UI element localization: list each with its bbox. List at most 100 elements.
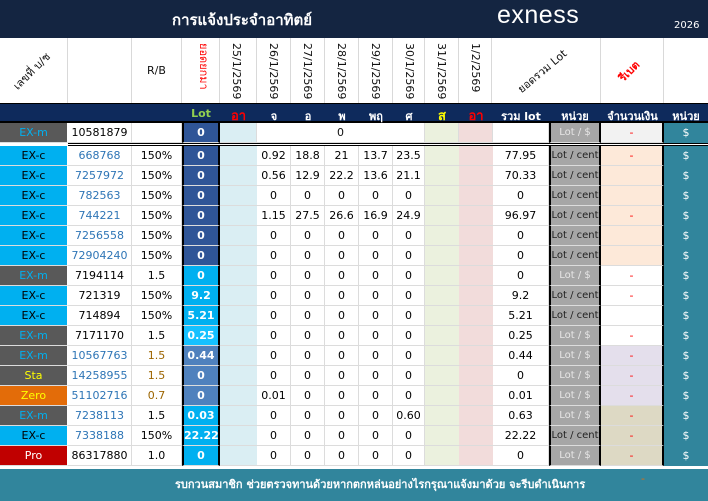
day-lot-value bbox=[425, 246, 459, 266]
total-lot: 0 bbox=[493, 186, 549, 206]
currency-icon: $ bbox=[664, 226, 708, 246]
carry-lot: 0.44 bbox=[182, 346, 220, 366]
day-lot-value: 0 bbox=[291, 346, 325, 366]
sub-header-row: Lot อา จ อ พ พฤ ศ ส อา รวม lot หน่วย จำน… bbox=[0, 103, 708, 124]
header-account-cell: เลขที่ บ/ช bbox=[0, 38, 68, 103]
day-lot-value: 18.8 bbox=[291, 146, 325, 166]
account-number[interactable]: 7194114 bbox=[68, 266, 132, 286]
day-lot-value: 0 bbox=[325, 226, 359, 246]
table-row: Pro 86317880 1.0 0 0 0 0 0 0 0 Lot / $ - $ bbox=[0, 446, 708, 466]
day-lot-value: 24.9 bbox=[393, 206, 425, 226]
rebate-amount: - bbox=[601, 326, 664, 346]
day-lot-value: 0 bbox=[257, 226, 291, 246]
double-divider bbox=[68, 143, 708, 146]
rebate-rate: 1.5 bbox=[132, 406, 182, 426]
account-type-badge: EX-c bbox=[0, 286, 68, 306]
rebate-amount: - bbox=[601, 386, 664, 406]
day-lot-value: 0 bbox=[359, 366, 393, 386]
rebate-rate bbox=[132, 123, 182, 143]
day-lot-value: 0 bbox=[359, 286, 393, 306]
day-lot-value bbox=[425, 146, 459, 166]
day-lot-value: 0 bbox=[393, 366, 425, 386]
day-lot-value: 0 bbox=[257, 266, 291, 286]
day-lot-value bbox=[459, 266, 493, 286]
day-lot-value: 0 bbox=[325, 266, 359, 286]
account-number[interactable]: 668768 bbox=[68, 146, 132, 166]
day-lot-value: 13.6 bbox=[359, 166, 393, 186]
day-lot-value: 22.2 bbox=[325, 166, 359, 186]
account-number[interactable]: 14258955 bbox=[68, 366, 132, 386]
day-lot-value: 26.6 bbox=[325, 206, 359, 226]
currency-icon: $ bbox=[664, 426, 708, 446]
header-account-label: เลขที่ บ/ช bbox=[10, 50, 54, 93]
currency-icon: $ bbox=[664, 206, 708, 226]
day-lot-value: 0 bbox=[359, 266, 393, 286]
account-number[interactable]: 10567763 bbox=[68, 346, 132, 366]
day-lot-value: 0 bbox=[359, 306, 393, 326]
account-number[interactable]: 721319 bbox=[68, 286, 132, 306]
day-lot-value bbox=[220, 246, 257, 266]
subheader-unit: หน่วย bbox=[561, 110, 589, 123]
account-number[interactable]: 51102716 bbox=[68, 386, 132, 406]
account-number[interactable]: 7338188 bbox=[68, 426, 132, 446]
carry-lot: 0 bbox=[182, 146, 220, 166]
day-lot-value bbox=[220, 406, 257, 426]
day-lot-value: 0 bbox=[359, 446, 393, 466]
total-lot: 0.25 bbox=[493, 326, 549, 346]
day-lot-value: 0 bbox=[325, 346, 359, 366]
header-date-cell: 31/1/2569 bbox=[425, 38, 459, 103]
currency-icon: $ bbox=[664, 286, 708, 306]
account-number[interactable]: 782563 bbox=[68, 186, 132, 206]
day-lot-value bbox=[459, 386, 493, 406]
total-lot: 9.2 bbox=[493, 286, 549, 306]
account-number[interactable]: 7256558 bbox=[68, 226, 132, 246]
account-number[interactable]: 7238113 bbox=[68, 406, 132, 426]
header-date-cell: 30/1/2569 bbox=[393, 38, 425, 103]
day-lot-value: 0 bbox=[359, 226, 393, 246]
day-lot-value: 0 bbox=[393, 186, 425, 206]
table-row: EX-m 10567763 1.5 0.44 0 0 0 0 0 0.44 Lot / $ - $ bbox=[0, 346, 708, 366]
header-date-label: 25/1/2569 bbox=[230, 43, 243, 100]
unit-label: Lot / cent bbox=[549, 206, 601, 226]
day-lot-value bbox=[220, 286, 257, 306]
day-lot-value: 0 bbox=[291, 386, 325, 406]
day-lot-value: 0 bbox=[325, 366, 359, 386]
carry-lot: 9.2 bbox=[182, 286, 220, 306]
account-number[interactable]: 72904240 bbox=[68, 246, 132, 266]
account-type-badge: EX-m bbox=[0, 346, 68, 366]
unit-label: Lot / cent bbox=[549, 146, 601, 166]
account-number[interactable]: 744221 bbox=[68, 206, 132, 226]
rebate-rate: 1.5 bbox=[132, 366, 182, 386]
title-bar: การแจ้งประจำอาทิตย์ exness 2026 bbox=[0, 0, 708, 38]
subheader-day-3: พ bbox=[338, 110, 346, 123]
day-lot-value bbox=[220, 306, 257, 326]
day-lot-value bbox=[459, 146, 493, 166]
account-number[interactable]: 714894 bbox=[68, 306, 132, 326]
day-lot-value bbox=[425, 226, 459, 246]
day-lot-value: 0 bbox=[291, 306, 325, 326]
day-lot-value bbox=[425, 186, 459, 206]
account-number[interactable]: 7257972 bbox=[68, 166, 132, 186]
rebate-rate: 150% bbox=[132, 246, 182, 266]
day-lot-value bbox=[459, 406, 493, 426]
day-lot-value bbox=[220, 346, 257, 366]
account-number[interactable]: 86317880 bbox=[68, 446, 132, 466]
unit-label: Lot / cent bbox=[549, 306, 601, 326]
carry-lot: 0 bbox=[182, 366, 220, 386]
day-lot-value bbox=[425, 406, 459, 426]
account-number[interactable]: 7171170 bbox=[68, 326, 132, 346]
account-type-badge: Sta bbox=[0, 366, 68, 386]
day-lot-value: 0 bbox=[393, 246, 425, 266]
day-lot-value bbox=[220, 266, 257, 286]
day-lot-value bbox=[459, 426, 493, 446]
day-cell bbox=[425, 123, 459, 143]
account-number[interactable]: 10581879 bbox=[68, 123, 132, 143]
day-lot-value bbox=[220, 186, 257, 206]
rebate-rate: 1.0 bbox=[132, 446, 182, 466]
day-lot-value: 0 bbox=[257, 446, 291, 466]
rebate-amount bbox=[601, 166, 664, 186]
day-lot-value: 0 bbox=[257, 346, 291, 366]
day-lot-value bbox=[425, 266, 459, 286]
day-lot-value bbox=[220, 426, 257, 446]
day-lot-value: 0 bbox=[291, 186, 325, 206]
